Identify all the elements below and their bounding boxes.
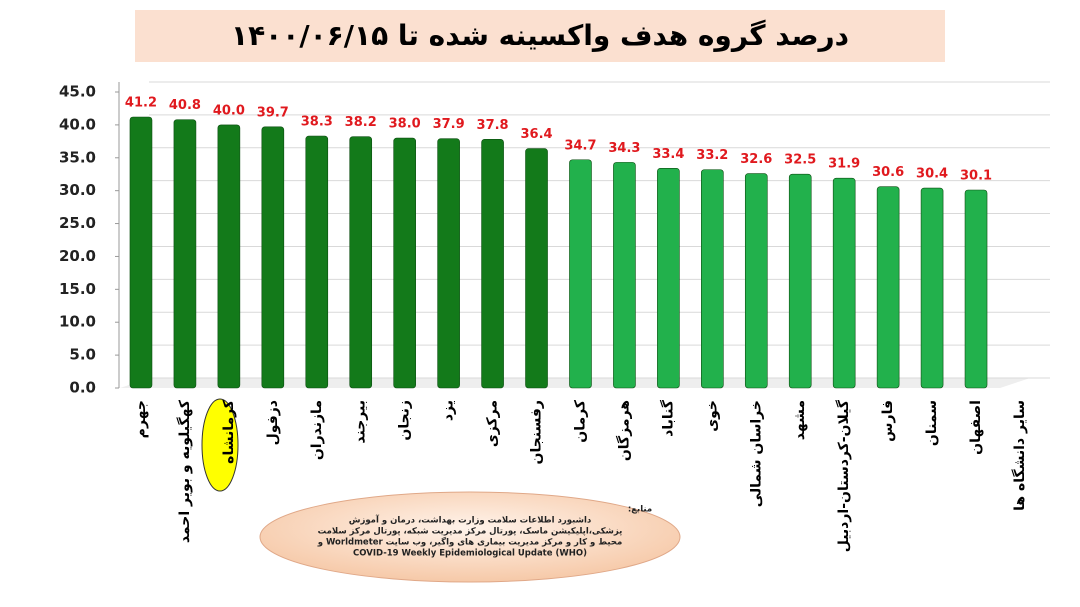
x-tick-label: مرکزی bbox=[485, 400, 501, 447]
title-box bbox=[135, 10, 945, 62]
y-tick-label: 5.0 bbox=[69, 346, 96, 364]
bar bbox=[569, 159, 592, 389]
x-tick-label: اصفهان bbox=[968, 400, 984, 455]
y-tick-label: 25.0 bbox=[59, 214, 96, 232]
value-label: 37.9 bbox=[433, 117, 465, 132]
x-tick-label: سمنان bbox=[924, 400, 940, 446]
x-tick-label: خوی bbox=[704, 400, 720, 432]
x-tick-label: زنجان bbox=[397, 400, 413, 441]
y-tick-label: 30.0 bbox=[59, 181, 96, 199]
bar bbox=[525, 148, 548, 389]
value-label: 33.4 bbox=[652, 147, 684, 162]
value-label: 32.5 bbox=[784, 153, 816, 168]
value-label: 30.1 bbox=[960, 169, 992, 184]
x-tick-label: گناباد bbox=[659, 399, 676, 437]
bar bbox=[349, 136, 373, 389]
x-tick-label: خراسان شمالی bbox=[748, 400, 764, 507]
source-box bbox=[259, 491, 681, 583]
value-label: 30.4 bbox=[916, 167, 948, 182]
value-label: 39.7 bbox=[257, 105, 289, 120]
bar bbox=[657, 168, 680, 389]
value-label: 38.0 bbox=[389, 117, 421, 132]
bar bbox=[964, 189, 988, 389]
x-tick-label: مشهد bbox=[792, 400, 808, 440]
value-label: 32.6 bbox=[740, 152, 772, 167]
x-tick-label: کرمانشاه bbox=[221, 399, 237, 464]
y-tick-label: 15.0 bbox=[59, 280, 96, 298]
bar bbox=[832, 177, 856, 389]
bar bbox=[393, 137, 416, 389]
x-tick-label: مازندران bbox=[309, 400, 325, 460]
bar bbox=[129, 116, 153, 389]
value-label: 40.0 bbox=[213, 103, 245, 118]
bar bbox=[744, 173, 768, 389]
x-tick-label: بیرجند bbox=[353, 400, 369, 444]
bar bbox=[481, 139, 504, 389]
bar bbox=[920, 187, 944, 389]
source-line: داشبورد اطلاعات سلامت وزارت بهداشت، درما… bbox=[349, 514, 592, 526]
y-tick-label: 35.0 bbox=[59, 148, 96, 166]
x-tick-label: جهرم bbox=[133, 400, 149, 438]
source-line: COVID-19 Weekly Epidemiological Update (… bbox=[353, 549, 587, 559]
value-label: 36.4 bbox=[520, 127, 552, 142]
value-label: 41.2 bbox=[125, 95, 157, 110]
x-tick-label: کهگیلویه و بویر احمد bbox=[176, 399, 193, 543]
value-label: 37.8 bbox=[477, 118, 509, 133]
value-label: 40.8 bbox=[169, 98, 201, 113]
source-line: محیط و کار و مرکز مدیریت بیماری های واگی… bbox=[317, 537, 623, 548]
y-tick-label: 10.0 bbox=[59, 313, 96, 331]
bar bbox=[437, 138, 460, 389]
bar bbox=[261, 126, 285, 389]
bar bbox=[217, 124, 241, 389]
x-tick-label: کرمان bbox=[572, 399, 588, 443]
value-label: 38.2 bbox=[345, 115, 377, 130]
y-tick-label: 40.0 bbox=[59, 115, 96, 133]
y-tick-label: 20.0 bbox=[59, 247, 96, 265]
x-tick-label: یزد bbox=[441, 400, 457, 421]
highlight bbox=[201, 398, 239, 492]
value-label: 34.3 bbox=[608, 141, 640, 156]
x-tick-label: سایر دانشگاه ها bbox=[1011, 400, 1028, 511]
value-label: 33.2 bbox=[696, 148, 728, 163]
y-tick-label: 0.0 bbox=[69, 379, 96, 397]
x-tick-label: فارس bbox=[880, 400, 896, 442]
bar bbox=[305, 135, 329, 389]
chart-title: درصد گروه هدف واکسینه شده تا ۱۴۰۰/۰۶/۱۵ bbox=[231, 19, 849, 52]
source-line: منابع: bbox=[628, 505, 652, 515]
bar bbox=[788, 173, 812, 389]
value-label: 30.6 bbox=[872, 165, 904, 180]
x-tick-label: دزفول bbox=[265, 400, 281, 445]
value-label: 31.9 bbox=[828, 157, 860, 172]
bar bbox=[173, 119, 197, 389]
bar bbox=[613, 162, 636, 389]
value-label: 38.3 bbox=[301, 115, 333, 130]
x-tick-label: رفسنجان bbox=[529, 400, 545, 464]
source-line: پزشکی،اپلیکیشن ماسک، پورتال مرکز مدیریت … bbox=[318, 527, 623, 537]
bar bbox=[701, 169, 724, 389]
x-tick-label: گیلان-کردستان-اردبیل bbox=[835, 399, 852, 552]
bar bbox=[876, 186, 900, 389]
value-label: 34.7 bbox=[564, 138, 596, 153]
x-tick-label: هرمزگان bbox=[615, 400, 632, 461]
y-tick-label: 45.0 bbox=[59, 83, 96, 101]
